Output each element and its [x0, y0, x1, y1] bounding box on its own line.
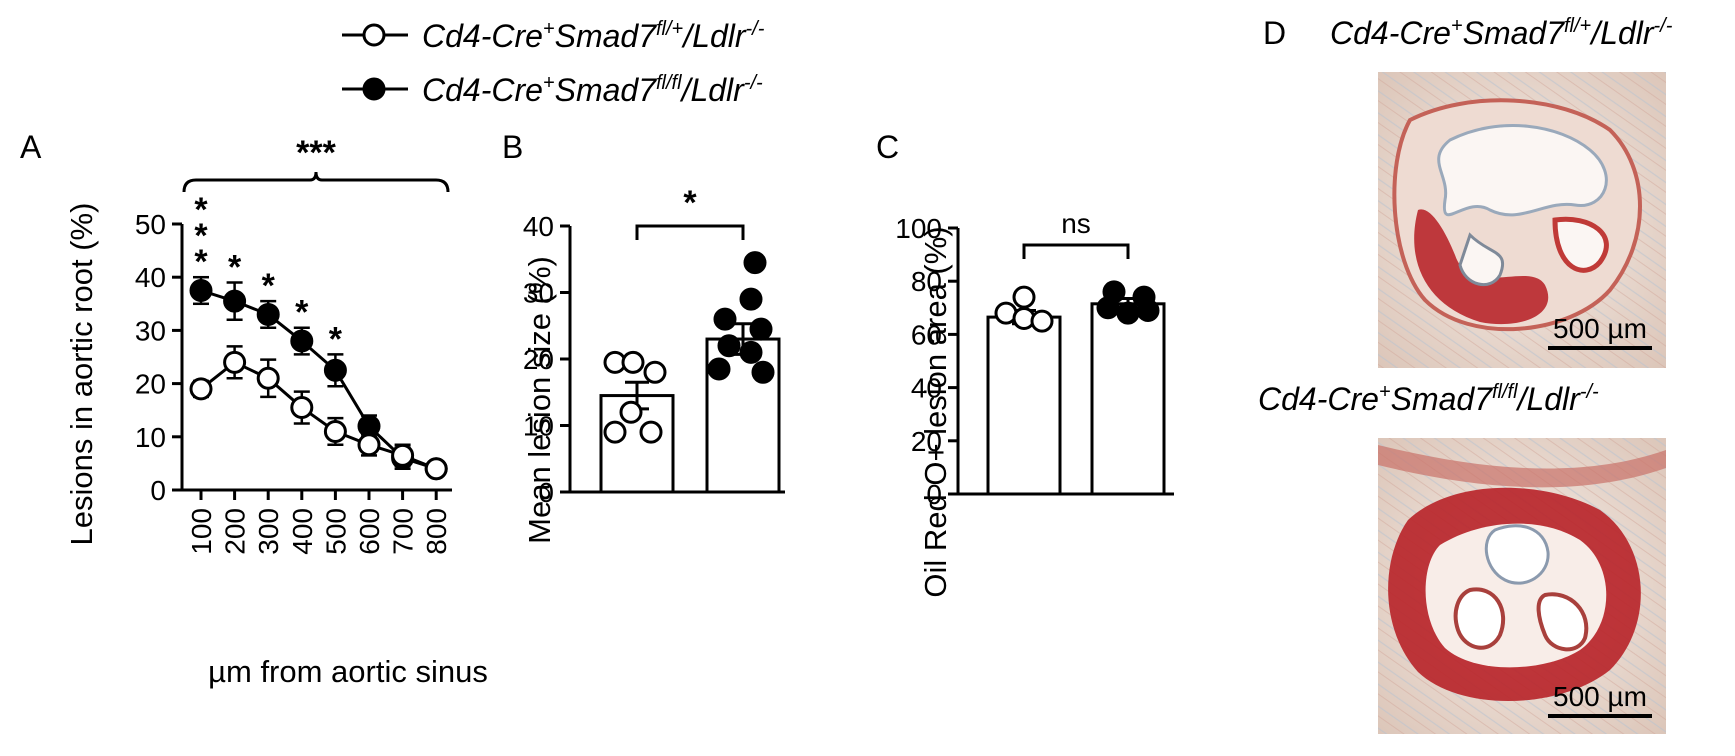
panel-b-bar-chart: Mean lesion size (%) 0 10 20 30 40 *	[522, 184, 785, 544]
x-tick-label: 300	[253, 508, 284, 555]
data-point-filled	[189, 279, 213, 302]
data-point-open	[189, 377, 213, 401]
significance-star: *	[194, 191, 208, 229]
data-point-open	[619, 400, 643, 424]
data-point-open	[639, 420, 663, 444]
data-point-open	[323, 419, 347, 443]
y-tick-label: 20	[135, 369, 166, 400]
significance-star: *	[295, 294, 309, 332]
significance-star: *	[194, 217, 208, 255]
y-tick-label: 30	[135, 315, 166, 346]
legend-label-filled: Cd4-Cre+Smad7fl/fl/Ldlr-/-	[422, 72, 763, 108]
micrograph-bottom: 500 µm	[1378, 438, 1666, 734]
y-tick-label: 60	[911, 319, 942, 350]
x-tick-label: 100	[186, 508, 217, 555]
data-point-open	[424, 457, 448, 481]
panel-label-d: D	[1263, 15, 1286, 51]
y-tick-label: 20	[911, 426, 942, 457]
data-point-filled	[323, 358, 347, 382]
y-tick-label: 20	[523, 344, 554, 375]
micrograph-title-bottom: Cd4-Cre+Smad7fl/fl/Ldlr-/-	[1258, 381, 1599, 417]
significance-bracket	[1022, 243, 1130, 259]
x-tick-label: 600	[354, 508, 385, 555]
x-tick-label: 700	[388, 508, 419, 555]
data-point-filled	[743, 251, 767, 275]
panel-c-bar-chart: Oil Red O+ lesion area (%) 0 20 40 60 80 100 n…	[895, 208, 1174, 598]
data-point-open	[357, 433, 381, 457]
data-point-filled	[1096, 296, 1120, 320]
y-tick-label: 40	[911, 373, 942, 404]
y-tick-label: 10	[523, 411, 554, 442]
data-point-filled	[1116, 301, 1140, 325]
data-point-filled	[739, 340, 763, 364]
panel-label-a: A	[20, 129, 42, 165]
y-tick-label: 50	[135, 209, 166, 240]
bar-filled	[705, 337, 781, 494]
y-tick-label: 40	[135, 262, 166, 293]
data-point-filled	[1136, 298, 1160, 322]
legend-filled-marker	[362, 77, 386, 101]
scale-bar-label-bottom: 500 µm	[1553, 681, 1647, 712]
data-point-filled	[717, 334, 741, 358]
significance-star: *	[329, 320, 343, 358]
significance-star: *	[194, 243, 208, 281]
overall-significance-brace	[182, 171, 450, 193]
y-tick-label: 10	[135, 422, 166, 453]
panel-label-b: B	[502, 129, 523, 165]
significance-star: *	[228, 249, 242, 287]
significance-bracket-label: ns	[1061, 208, 1091, 239]
data-point-open	[290, 396, 314, 420]
data-point-filled	[749, 317, 773, 341]
scale-bar-label-top: 500 µm	[1553, 313, 1647, 344]
significance-star: *	[262, 267, 276, 305]
x-tick-label: 800	[421, 508, 452, 555]
y-tick-label: 0	[926, 479, 942, 510]
y-tick-label: 30	[523, 278, 554, 309]
data-point-filled	[256, 302, 280, 326]
significance-bracket-label: *	[683, 184, 697, 222]
panel-b-ylabel: Mean lesion size (%)	[522, 256, 557, 544]
data-point-open	[603, 420, 627, 444]
data-point-open	[391, 443, 415, 467]
legend-label-open: Cd4-Cre+Smad7fl/+/Ldlr-/-	[422, 18, 765, 54]
panel-a-line-chart: Lesions in aortic root (%) µm from aorti…	[64, 134, 488, 689]
data-point-filled	[707, 357, 731, 381]
overall-significance-label: ***	[296, 134, 336, 172]
micrograph-top: 500 µm	[1378, 72, 1666, 368]
panel-a-ylabel: Lesions in aortic root (%)	[64, 203, 99, 546]
data-point-filled	[290, 329, 314, 353]
legend-entry-filled: Cd4-Cre+Smad7fl/fl/Ldlr-/-	[342, 72, 763, 108]
y-tick-label: 40	[523, 211, 554, 242]
y-tick-label: 0	[538, 477, 554, 508]
bar-open	[986, 315, 1062, 496]
significance-bracket	[635, 224, 745, 240]
data-point-filled	[739, 287, 763, 311]
x-tick-label: 200	[220, 508, 251, 555]
panel-d-micrographs: Cd4-Cre+Smad7fl/+/Ldlr-/- 500 µm Cd4-Cre…	[1258, 15, 1673, 734]
legend: Cd4-Cre+Smad7fl/+/Ldlr-/- Cd4-Cre+Smad7f…	[342, 18, 765, 108]
data-point-open	[1012, 285, 1036, 309]
bar-filled	[1090, 302, 1166, 496]
legend-open-marker	[362, 23, 386, 47]
micrograph-title-top: Cd4-Cre+Smad7fl/+/Ldlr-/-	[1330, 15, 1673, 51]
legend-entry-open: Cd4-Cre+Smad7fl/+/Ldlr-/-	[342, 18, 765, 54]
data-point-open	[223, 350, 247, 374]
y-tick-label: 0	[150, 475, 166, 506]
y-tick-label: 80	[911, 266, 942, 297]
panel-a-xlabel: µm from aortic sinus	[208, 654, 488, 689]
data-point-open	[1030, 309, 1054, 333]
x-tick-label: 500	[320, 508, 351, 555]
data-point-open	[643, 360, 667, 384]
data-point-filled	[223, 289, 247, 313]
x-tick-label: 400	[287, 508, 318, 555]
series-line-filled	[200, 289, 437, 471]
data-point-open	[256, 366, 280, 390]
data-point-filled	[751, 360, 775, 384]
y-tick-label: 100	[895, 213, 942, 244]
panel-label-c: C	[876, 129, 899, 165]
data-point-open	[621, 350, 645, 374]
panel-c-ylabel: Oil Red O+ lesion area (%)	[918, 226, 953, 597]
data-point-filled	[713, 307, 737, 331]
